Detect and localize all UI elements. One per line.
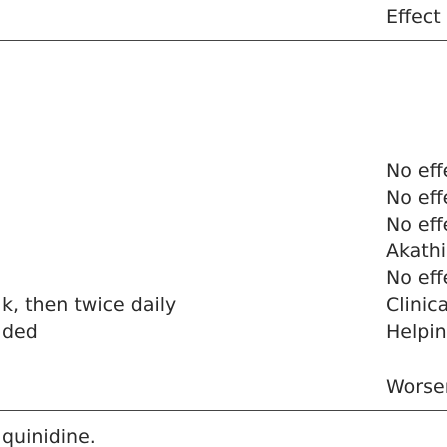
cell-effect: No effect bbox=[386, 187, 447, 209]
cell-effect: No effect bbox=[386, 160, 447, 182]
footnote: quinidine. bbox=[2, 426, 96, 447]
cell-effect: Worsened behavior bbox=[386, 376, 447, 398]
cell-dose: ded bbox=[2, 321, 38, 343]
cell-dose: k, then twice daily bbox=[2, 294, 177, 316]
cell-effect: Akathisia bbox=[386, 240, 447, 262]
cell-effect: Clinical global impre bbox=[386, 294, 447, 316]
cell-effect: Helping partially bbox=[386, 321, 447, 343]
header-effect: Effect bbox=[386, 6, 441, 28]
cell-effect: No effect on PBA bbox=[386, 214, 447, 236]
bottom-rule bbox=[0, 410, 447, 411]
header-rule bbox=[0, 40, 447, 41]
cell-effect: No effect bbox=[386, 267, 447, 289]
